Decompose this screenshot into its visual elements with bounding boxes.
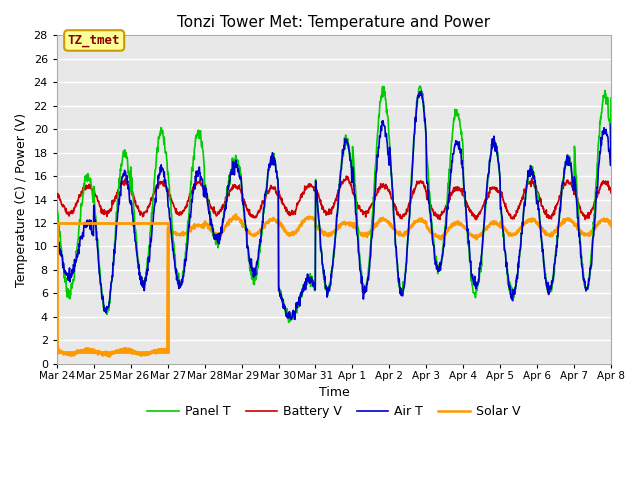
Air T xyxy=(238,189,246,195)
Panel T xyxy=(285,320,293,325)
Air T xyxy=(287,317,295,323)
Solar V xyxy=(542,230,550,236)
Title: Tonzi Tower Met: Temperature and Power: Tonzi Tower Met: Temperature and Power xyxy=(177,15,490,30)
Line: Panel T: Panel T xyxy=(57,86,611,323)
Solar V xyxy=(232,212,240,217)
Battery V xyxy=(238,192,246,198)
Battery V xyxy=(493,186,501,192)
Panel T xyxy=(607,95,615,101)
Panel T xyxy=(163,156,170,161)
Solar V xyxy=(106,354,113,360)
Panel T xyxy=(493,153,501,158)
Battery V xyxy=(420,183,428,189)
Panel T xyxy=(238,188,246,193)
Air T xyxy=(53,227,61,233)
Bar xyxy=(57,223,168,352)
Panel T xyxy=(420,116,428,122)
Panel T xyxy=(416,83,424,89)
Battery V xyxy=(176,209,184,215)
Battery V xyxy=(53,193,61,199)
Y-axis label: Temperature (C) / Power (V): Temperature (C) / Power (V) xyxy=(15,112,28,287)
Air T xyxy=(418,88,426,94)
Solar V xyxy=(177,232,184,238)
Air T xyxy=(420,119,428,124)
Air T xyxy=(607,122,615,128)
Text: TZ_tmet: TZ_tmet xyxy=(68,34,120,47)
Line: Solar V: Solar V xyxy=(57,215,611,357)
Air T xyxy=(542,277,550,283)
Air T xyxy=(163,187,170,193)
Air T xyxy=(493,150,501,156)
Solar V xyxy=(493,221,501,227)
Panel T xyxy=(542,281,550,287)
Battery V xyxy=(472,216,480,222)
Battery V xyxy=(607,190,615,196)
Battery V xyxy=(342,173,350,179)
Air T xyxy=(176,285,184,290)
Line: Air T: Air T xyxy=(57,91,611,320)
Battery V xyxy=(542,211,550,216)
Line: Battery V: Battery V xyxy=(57,176,611,219)
Panel T xyxy=(53,198,61,204)
Legend: Panel T, Battery V, Air T, Solar V: Panel T, Battery V, Air T, Solar V xyxy=(143,400,525,423)
X-axis label: Time: Time xyxy=(319,386,349,399)
Solar V xyxy=(53,348,61,354)
Battery V xyxy=(163,184,170,190)
Solar V xyxy=(607,223,615,229)
Solar V xyxy=(420,218,428,224)
Panel T xyxy=(176,279,184,285)
Solar V xyxy=(163,349,171,355)
Solar V xyxy=(239,220,246,226)
